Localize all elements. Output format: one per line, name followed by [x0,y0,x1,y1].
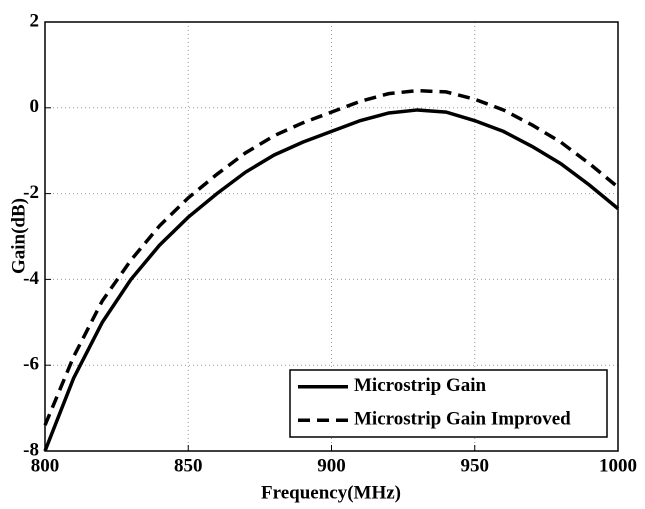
x-tick-label: 900 [317,455,346,476]
y-tick-label: 2 [30,10,40,31]
y-axis-label: Gain(dB) [8,198,29,274]
y-tick-label: -6 [23,354,39,375]
legend-label: Microstrip Gain Improved [354,409,571,430]
x-axis-label: Frequency(MHz) [261,482,401,503]
legend-label: Microstrip Gain [354,375,487,396]
y-tick-label: -8 [23,439,39,460]
x-tick-label: 800 [31,455,60,476]
plot-frame [44,21,619,452]
x-tick-label: 850 [174,455,203,476]
x-tick-label: 1000 [599,455,637,476]
y-tick-label: 0 [30,96,40,117]
legend-box [289,369,608,438]
x-tick-label: 950 [461,455,490,476]
y-tick-label: -4 [23,268,39,289]
y-tick-label: -2 [23,182,39,203]
series-line [43,108,620,452]
series-line [43,88,620,426]
